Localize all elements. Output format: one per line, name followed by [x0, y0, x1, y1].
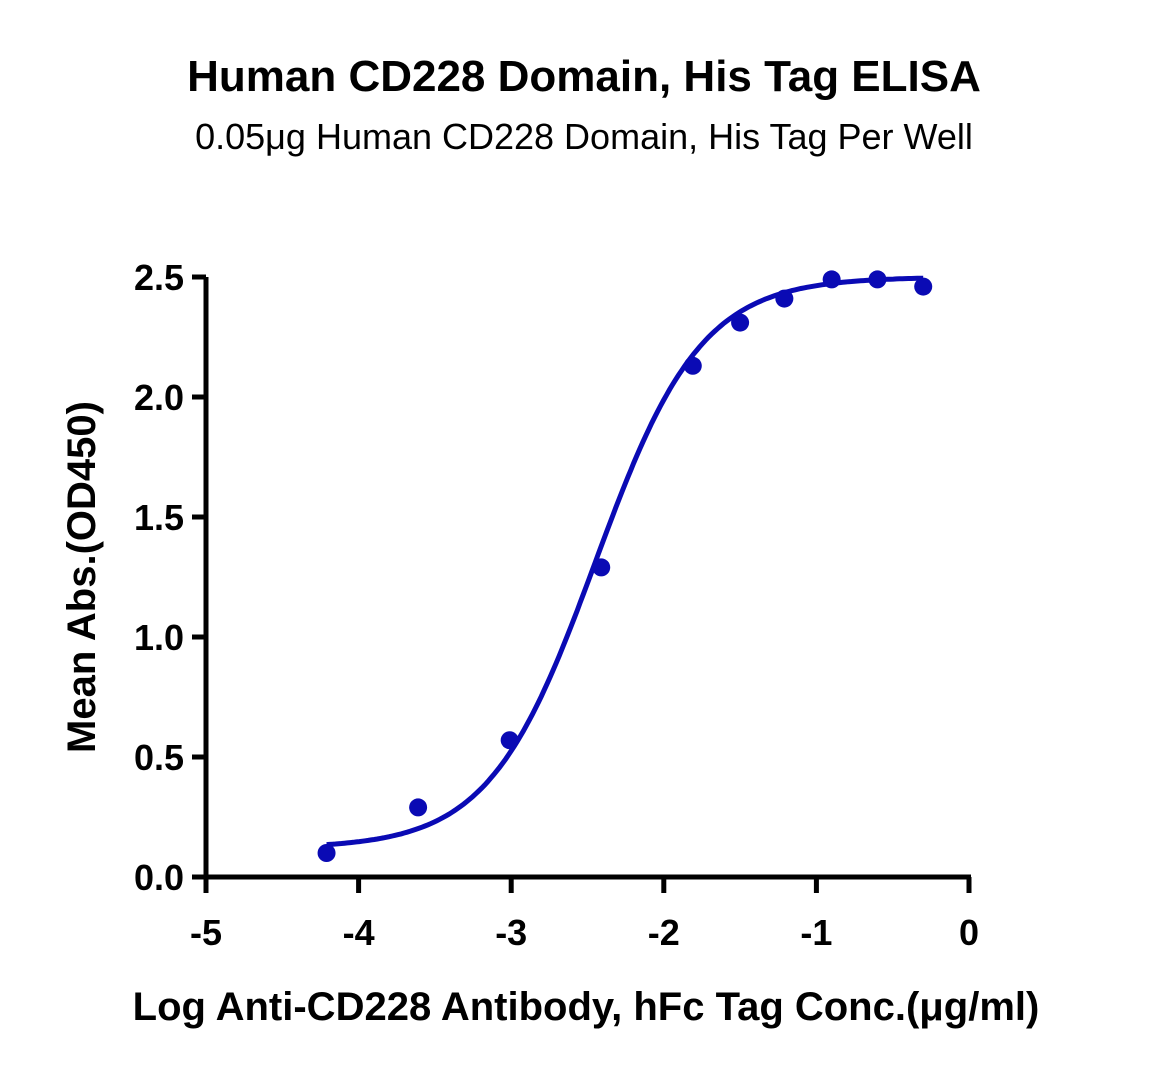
data-point	[592, 558, 611, 577]
data-point	[775, 289, 794, 308]
chart-title: Human CD228 Domain, His Tag ELISA	[187, 52, 981, 101]
x-axis-label: Log Anti-CD228 Antibody, hFc Tag Conc.(μ…	[133, 985, 1040, 1029]
y-tick-label: 0.5	[134, 737, 184, 778]
data-point	[683, 356, 702, 375]
x-tick-label: 0	[959, 912, 979, 953]
y-tick-label: 0.0	[134, 857, 184, 898]
x-tick-label: -3	[495, 912, 527, 953]
data-point	[914, 277, 933, 296]
x-tick-label: -4	[343, 912, 375, 953]
x-tick-label: -5	[190, 912, 222, 953]
y-tick-label: 2.5	[134, 257, 184, 298]
x-tick-label: -1	[800, 912, 832, 953]
axes: 0.0 0.5 1.0 1.5 2.0 2.5 -5 -4 -3 -2 -1 0	[134, 257, 979, 953]
y-axis-label: Mean Abs.(OD450)	[60, 401, 104, 753]
data-point	[731, 313, 750, 332]
chart-subtitle: 0.05μg Human CD228 Domain, His Tag Per W…	[195, 116, 973, 157]
data-point	[317, 844, 336, 862]
data-point	[868, 270, 887, 289]
data-point	[822, 270, 841, 289]
y-tick-label: 1.5	[134, 497, 184, 538]
data-point	[500, 731, 519, 750]
y-tick-label: 2.0	[134, 377, 184, 418]
data-points	[317, 270, 933, 862]
x-tick-label: -2	[648, 912, 680, 953]
fit-curve	[326, 275, 924, 848]
data-point	[409, 798, 428, 817]
y-tick-label: 1.0	[134, 617, 184, 658]
